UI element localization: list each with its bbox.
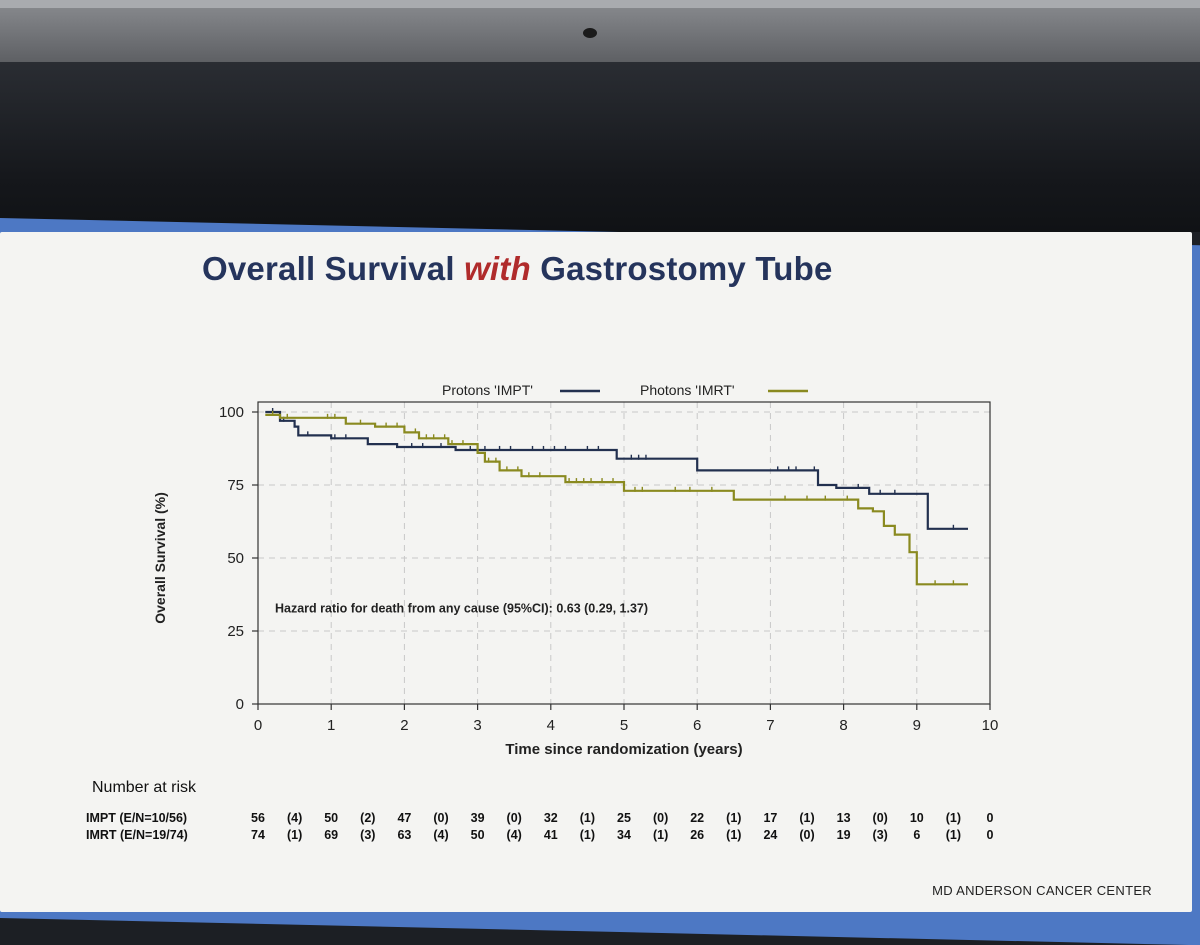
risk-events-impt-9: (1): [946, 811, 961, 825]
impt-survival-line: [265, 410, 968, 530]
risk-events-imrt-1: (3): [360, 828, 375, 842]
risk-count-impt-10: 0: [987, 811, 994, 825]
risk-events-imrt-3: (4): [507, 828, 522, 842]
y-tick-label-0: 0: [236, 696, 244, 713]
risk-count-impt-0: 56: [251, 811, 265, 825]
dark-wall: [0, 62, 1200, 232]
risk-count-imrt-0: 74: [251, 828, 265, 842]
risk-table-title: Number at risk: [92, 779, 197, 796]
risk-events-impt-3: (0): [507, 811, 522, 825]
y-tick-label-25: 25: [227, 623, 244, 640]
ceiling-light-strip: [0, 0, 1200, 8]
survival-chart: Protons 'IMPT' Photons 'IMRT' 02550751000…: [86, 382, 998, 842]
risk-events-imrt-8: (3): [873, 828, 888, 842]
chart-legend: Protons 'IMPT' Photons 'IMRT': [442, 382, 808, 398]
risk-count-imrt-1: 69: [324, 828, 338, 842]
chart-series: [265, 408, 968, 586]
risk-count-imrt-2: 63: [397, 828, 411, 842]
risk-table: Number at risk IMPT (E/N=10/56) 56 50 47 39 32…: [86, 779, 994, 842]
risk-events-impt-6: (1): [726, 811, 741, 825]
chart-labels: 0 25 50 75 100 0 1 2 3 4 5 6 7 8 9 10 Time since randomi…: [152, 404, 998, 758]
risk-count-imrt-3: 50: [471, 828, 485, 842]
risk-count-impt-5: 25: [617, 811, 631, 825]
risk-row-label-impt: IMPT (E/N=10/56): [86, 811, 187, 825]
risk-events-impt-1: (2): [360, 811, 375, 825]
risk-events-imrt-6: (1): [726, 828, 741, 842]
imrt-legend-label: Photons 'IMRT': [640, 382, 735, 398]
title-emphasis: with: [464, 250, 531, 287]
x-tick-label-3: 3: [473, 717, 481, 734]
x-axis-label: Time since randomization (years): [505, 741, 742, 758]
risk-count-impt-2: 47: [397, 811, 411, 825]
risk-count-imrt-4: 41: [544, 828, 558, 842]
risk-events-impt-0: (4): [287, 811, 302, 825]
risk-row-label-imrt: IMRT (E/N=19/74): [86, 828, 188, 842]
x-tick-label-7: 7: [766, 717, 774, 734]
x-tick-label-2: 2: [400, 717, 408, 734]
risk-count-impt-7: 17: [763, 811, 777, 825]
risk-events-imrt-0: (1): [287, 828, 302, 842]
risk-events-impt-7: (1): [799, 811, 814, 825]
title-prefix: Overall Survival: [202, 250, 465, 287]
y-tick-label-50: 50: [227, 550, 244, 567]
risk-count-impt-4: 32: [544, 811, 558, 825]
x-tick-label-0: 0: [254, 717, 262, 734]
risk-events-imrt-7: (0): [799, 828, 814, 842]
risk-events-imrt-4: (1): [580, 828, 595, 842]
risk-count-impt-1: 50: [324, 811, 338, 825]
risk-count-imrt-9: 6: [913, 828, 920, 842]
risk-events-impt-5: (0): [653, 811, 668, 825]
risk-events-imrt-5: (1): [653, 828, 668, 842]
slide: Overall Survival with Gastrostomy Tube P…: [0, 232, 1192, 912]
risk-events-impt-8: (0): [873, 811, 888, 825]
risk-count-impt-8: 13: [837, 811, 851, 825]
title-suffix: Gastrostomy Tube: [530, 250, 833, 287]
risk-count-impt-3: 39: [471, 811, 485, 825]
risk-count-imrt-7: 24: [763, 828, 777, 842]
risk-events-impt-4: (1): [580, 811, 595, 825]
hazard-ratio-annotation: Hazard ratio for death from any cause (9…: [275, 602, 648, 616]
impt-legend-label: Protons 'IMPT': [442, 382, 533, 398]
y-tick-label-100: 100: [219, 404, 244, 421]
risk-count-impt-6: 22: [690, 811, 704, 825]
risk-events-imrt-9: (1): [946, 828, 961, 842]
x-tick-label-5: 5: [620, 717, 628, 734]
risk-count-imrt-8: 19: [837, 828, 851, 842]
chart-axes: [252, 401, 991, 710]
chart-grid: [258, 402, 990, 704]
slide-title: Overall Survival with Gastrostomy Tube: [202, 250, 962, 288]
institution-footer: MD ANDERSON CANCER CENTER: [932, 883, 1152, 898]
x-tick-label-1: 1: [327, 717, 335, 734]
risk-events-impt-2: (0): [433, 811, 448, 825]
x-tick-label-9: 9: [913, 717, 921, 734]
x-tick-label-6: 6: [693, 717, 701, 734]
imrt-survival-line: [265, 413, 968, 586]
ceiling: [0, 0, 1200, 62]
risk-count-impt-9: 10: [910, 811, 924, 825]
risk-count-imrt-10: 0: [987, 828, 994, 842]
x-tick-label-8: 8: [839, 717, 847, 734]
x-tick-label-4: 4: [547, 717, 555, 734]
risk-count-imrt-6: 26: [690, 828, 704, 842]
ceiling-camera: [583, 28, 597, 38]
y-tick-label-75: 75: [227, 477, 244, 494]
y-axis-label: Overall Survival (%): [152, 492, 168, 624]
risk-count-imrt-5: 34: [617, 828, 631, 842]
x-tick-label-10: 10: [982, 717, 999, 734]
risk-events-imrt-2: (4): [433, 828, 448, 842]
